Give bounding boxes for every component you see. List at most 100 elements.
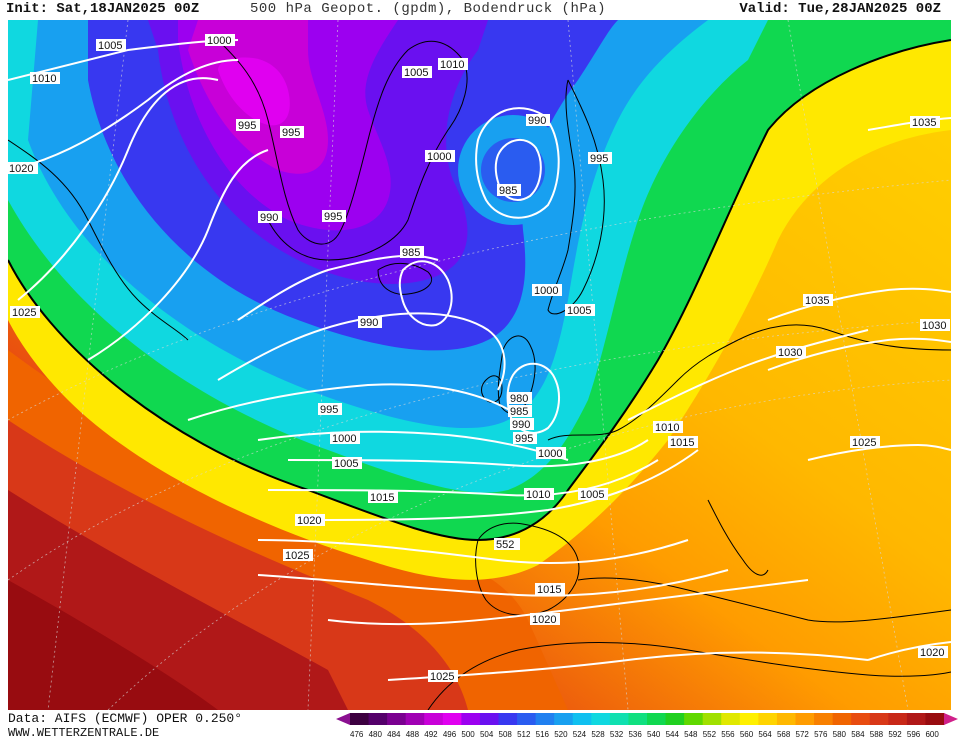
svg-text:1015: 1015 [537,584,561,596]
svg-text:552: 552 [496,539,514,551]
isobar-label: 1005 [578,488,608,501]
svg-text:1005: 1005 [567,305,591,317]
legend-swatch [387,713,407,725]
svg-text:985: 985 [510,406,528,418]
svg-text:980: 980 [510,393,528,405]
isobar-label: 1020 [8,162,38,175]
legend-level-label: 520 [554,730,568,739]
isobar-label: 1030 [920,319,950,332]
legend-swatch [350,713,370,725]
svg-text:1035: 1035 [805,295,829,307]
svg-text:1010: 1010 [655,422,679,434]
isobar-label: 1020 [295,514,325,527]
legend-swatch [498,713,518,725]
legend-level-label: 496 [443,730,457,739]
isobar-label: 1010 [438,58,468,71]
legend-swatch [368,713,388,725]
isobar-label: 980 [508,392,532,405]
isobar-label: 1030 [776,346,806,359]
svg-text:1010: 1010 [440,59,464,71]
legend-swatch [609,713,629,725]
isobar-label: 985 [508,405,532,418]
greenland-coast [217,39,468,261]
svg-text:995: 995 [324,211,342,223]
isobar-label: 995 [322,210,346,223]
legend-level-label: 508 [499,730,513,739]
legend-level-label: 492 [424,730,438,739]
isobar-label: 985 [497,184,521,197]
legend-level-label: 560 [740,730,754,739]
svg-text:1000: 1000 [207,35,231,47]
color-legend: 476 480 484 488 492 496 500 504 508 512 516 520 524 5… [336,713,958,739]
svg-text:990: 990 [512,419,530,431]
isobar-label: 1025 [10,306,40,319]
legend-level-label: 528 [591,730,605,739]
isobar-label: 1015 [535,583,565,596]
isobar-label: 1025 [283,549,313,562]
legend-level-label: 580 [833,730,847,739]
svg-text:1025: 1025 [285,550,309,562]
svg-text:1000: 1000 [332,433,356,445]
legend-swatch [906,713,926,725]
isobar-label: 1010 [524,488,554,501]
mediterranean-coast [577,577,951,623]
valid-time: Valid: Tue,28JAN2025 00Z [739,1,941,17]
svg-text:1020: 1020 [920,647,944,659]
svg-text:1000: 1000 [534,285,558,297]
legend-swatch [405,713,425,725]
coastlines [8,39,951,710]
isobar-label: 1005 [332,457,362,470]
init-time: Init: Sat,18JAN2025 00Z [6,1,200,17]
legend-swatch [628,713,648,725]
legend-swatch [479,713,499,725]
isobar-label: 1000 [532,284,562,297]
isobar-label: 990 [358,316,382,329]
isobar-label: 1035 [910,116,940,129]
iceland-coast [377,263,433,295]
legend-arrow-left [336,713,350,725]
isobar-label: 995 [513,432,537,445]
legend-swatch [721,713,741,725]
legend-swatch [925,713,945,725]
website-url: WWW.WETTERZENTRALE.DE [8,726,160,740]
legend-swatch [702,713,722,725]
svg-text:1010: 1010 [32,73,56,85]
isobar-label: 990 [510,418,534,431]
legend-level-label: 576 [814,730,828,739]
isobar-label: 1025 [850,436,880,449]
isobar-label: 995 [280,126,304,139]
svg-text:1005: 1005 [334,458,358,470]
legend-level-label: 584 [851,730,865,739]
isobar-label: 995 [318,403,342,416]
legend-swatch [832,713,852,725]
legend-level-label: 500 [461,730,475,739]
legend-swatch [888,713,908,725]
svg-text:995: 995 [282,127,300,139]
legend-swatch [535,713,555,725]
isobar-label: 1020 [530,613,560,626]
legend-swatch [665,713,685,725]
svg-text:995: 995 [238,120,256,132]
legend-level-label: 556 [721,730,735,739]
svg-text:1005: 1005 [404,67,428,79]
legend-swatch [869,713,889,725]
svg-text:1025: 1025 [852,437,876,449]
svg-text:995: 995 [320,404,338,416]
isobar-label: 1000 [205,34,235,47]
legend-swatch [776,713,796,725]
legend-swatch [795,713,815,725]
legend-level-label: 544 [666,730,680,739]
legend-swatch [461,713,481,725]
legend-level-label: 504 [480,730,494,739]
isobar-label: 995 [588,152,612,165]
svg-text:1015: 1015 [670,437,694,449]
svg-text:1030: 1030 [778,347,802,359]
isobar-label: 990 [526,114,550,127]
ireland-coast [481,375,503,403]
legend-level-label: 532 [610,730,624,739]
legend-swatch [758,713,778,725]
height-label-552: 552 [494,538,520,551]
svg-text:985: 985 [499,185,517,197]
legend-level-label: 524 [573,730,587,739]
svg-text:985: 985 [402,247,420,259]
